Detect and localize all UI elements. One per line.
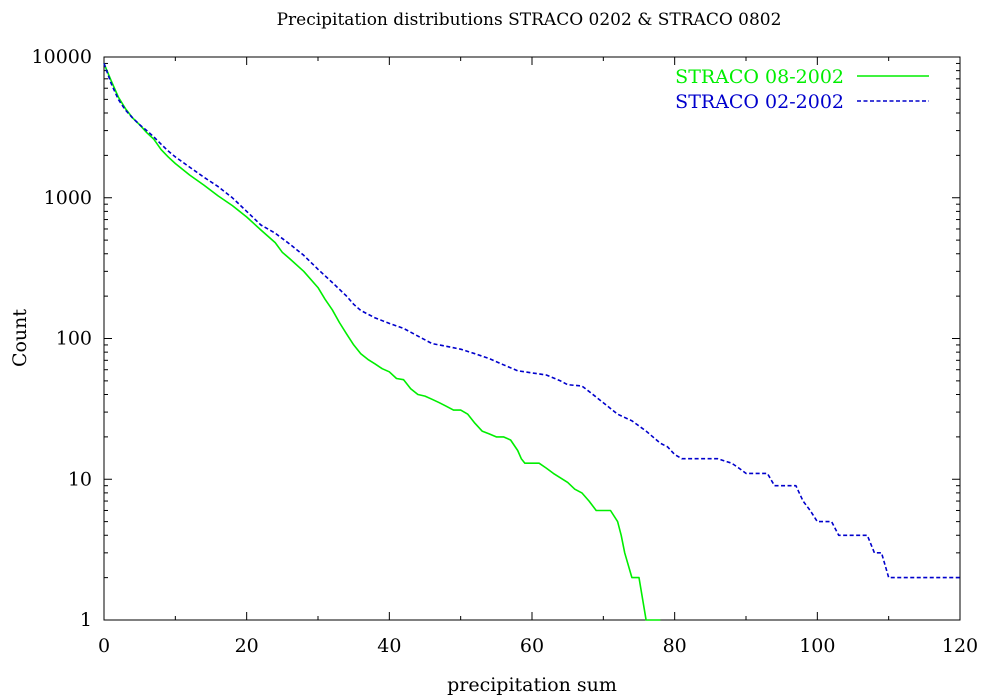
legend-label: STRACO 02-2002 [675,91,844,113]
legend: STRACO 08-2002 STRACO 02-2002 [675,66,929,113]
x-tick-label: 80 [663,635,687,657]
x-tick-label: 20 [235,635,259,657]
x-axis-label: precipitation sum [447,674,617,695]
x-tick-label: 60 [520,635,544,657]
series-lines [103,63,960,621]
legend-label: STRACO 08-2002 [675,66,844,88]
y-axis-label: Count [9,309,31,367]
chart-title: Precipitation distributions STRACO 0202 … [277,10,782,30]
y-tick-label: 100 [56,328,92,350]
plot-frame [103,56,961,621]
x-tick-label: 100 [799,635,835,657]
series-line-straco-08-2002 [103,63,661,621]
y-tick-label: 10000 [32,46,92,68]
x-tick-label: 40 [377,635,401,657]
y-tick-label: 1 [80,609,92,631]
y-tick-label: 1000 [44,187,92,209]
x-tick-label: 120 [942,635,978,657]
series-line-straco-02-2002 [103,63,960,579]
x-axis-ticks: 0 20 40 60 80 100 120 [98,57,978,657]
x-tick-label: 0 [98,635,110,657]
y-axis-ticks: 1 10 100 1000 10000 [32,46,960,631]
y-tick-label: 10 [68,468,92,490]
